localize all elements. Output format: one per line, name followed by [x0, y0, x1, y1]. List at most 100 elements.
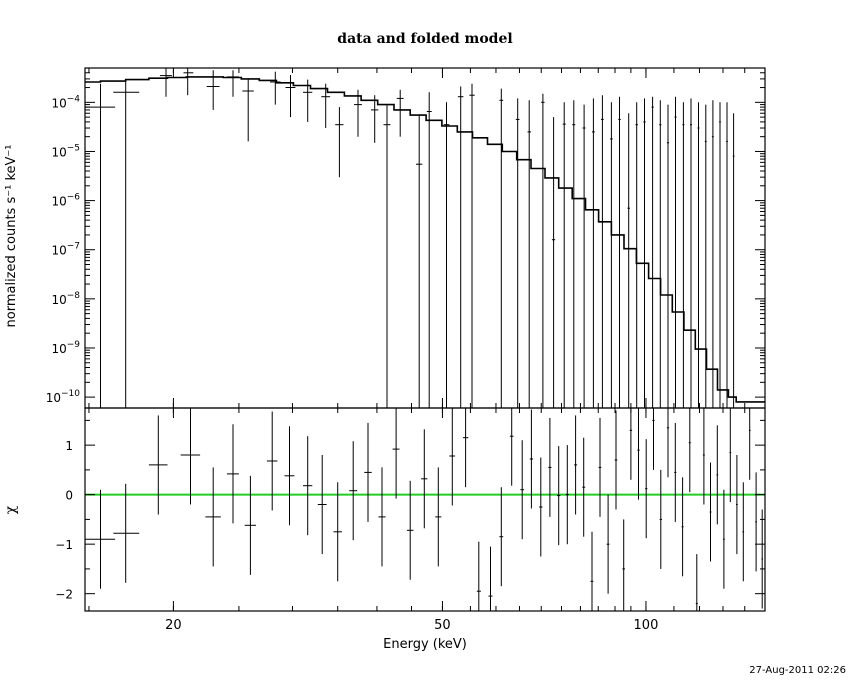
- residual-panel: −2 −1 0 1 20 50 100: [55, 407, 766, 633]
- spectrum-data-point: [674, 96, 677, 408]
- residual-point: [499, 487, 504, 587]
- residual-point: [205, 467, 221, 567]
- residual-point: [378, 467, 386, 567]
- spectrum-data-point: [610, 102, 613, 408]
- residual-point: [755, 472, 757, 572]
- x-tick-label: 100: [634, 618, 659, 633]
- residual-point: [716, 425, 719, 525]
- spectrum-data-point: [562, 102, 566, 408]
- residual-point: [421, 429, 428, 529]
- spectrum-data-point: [85, 83, 116, 408]
- model-step-line: [85, 76, 765, 403]
- y-tick-label: 10−6: [51, 193, 80, 209]
- x-tick-label: 20: [165, 618, 182, 633]
- residual-point: [659, 469, 662, 569]
- residual-point: [666, 408, 670, 478]
- spectrum-data-point: [371, 95, 379, 143]
- spectrum-data-point: [303, 79, 313, 122]
- x-axis-label: Energy (keV): [383, 637, 467, 652]
- residual-point: [303, 436, 313, 536]
- residual-point: [529, 409, 534, 509]
- spectrum-data-point: [113, 80, 140, 408]
- residual-point: [113, 483, 140, 583]
- residual-point: [748, 408, 751, 480]
- residual-point: [266, 411, 278, 511]
- residual-point: [406, 480, 414, 580]
- residual-point: [629, 408, 633, 480]
- spectrum-data-point: [206, 70, 220, 110]
- residual-point: [148, 415, 168, 515]
- spectrum-data-point: [335, 107, 344, 178]
- data-layer: [85, 68, 735, 408]
- spectrum-data-point: [582, 104, 586, 408]
- residual-point: [742, 482, 745, 582]
- residual-point: [226, 424, 239, 524]
- spectrum-data-point: [592, 98, 595, 408]
- residual-point: [582, 437, 586, 537]
- y-tick-label: 10−7: [51, 242, 80, 258]
- residual-point: [520, 440, 524, 540]
- top-axis-ticks: 10−4 10−5 10−6 10−7 10−8 10−9 10−10: [46, 67, 766, 408]
- residual-point: [509, 408, 514, 486]
- y-tick-label: 10−5: [51, 143, 80, 159]
- residual-point: [180, 408, 201, 505]
- bottom-y-axis-label: χ: [3, 505, 19, 514]
- residual-point: [488, 546, 493, 611]
- model-layer: [85, 76, 765, 403]
- residual-point: [85, 489, 116, 589]
- top-plot-frame: [84, 67, 766, 409]
- residual-point: [637, 408, 640, 500]
- spectrum-data-point: [321, 83, 331, 128]
- spectrum-data-point: [242, 78, 254, 142]
- y-tick-label: 10−4: [51, 94, 80, 110]
- y-tick-label: 10−9: [51, 340, 80, 356]
- spectrum-data-point: [732, 113, 735, 408]
- residual-point: [761, 509, 763, 609]
- spectrum-data-point: [726, 102, 728, 408]
- residual-point: [565, 445, 569, 545]
- spectrum-data-point: [383, 104, 391, 408]
- residual-point: [317, 455, 327, 555]
- residual-point: [723, 489, 725, 589]
- spectrum-data-point: [426, 92, 432, 408]
- bottom-axis-ticks: −2 −1 0 1 20 50 100: [55, 408, 766, 633]
- residual-point: [702, 408, 705, 505]
- spectrum-data-point: [285, 75, 296, 118]
- spectrum-panel: 10−4 10−5 10−6 10−7 10−8 10−9 10−10: [46, 67, 766, 409]
- residual-point: [709, 462, 712, 562]
- spectrum-data-point: [416, 115, 423, 408]
- timestamp: 27-Aug-2011 02:26: [749, 665, 846, 676]
- spectrum-data-point: [443, 102, 450, 408]
- residual-point: [590, 531, 594, 611]
- spectrum-data-point: [690, 98, 692, 408]
- residual-point: [695, 554, 698, 611]
- residual-point: [736, 455, 738, 555]
- spectrum-data-point: [659, 100, 662, 408]
- residual-point: [284, 426, 295, 526]
- spectrum-data-point: [651, 96, 654, 408]
- residual-point: [606, 494, 610, 594]
- spectrum-data-point: [541, 93, 545, 408]
- spectrum-data-point: [469, 83, 475, 408]
- residual-point: [729, 408, 732, 503]
- spectrum-data-point: [396, 89, 404, 137]
- y-tick-label: 10−10: [46, 389, 81, 405]
- spectrum-data-point: [719, 102, 721, 408]
- spectrum-data-point: [457, 86, 464, 408]
- spectrum-data-point: [618, 96, 621, 408]
- residual-point: [674, 422, 677, 522]
- residual-point: [364, 422, 372, 522]
- spectrum-data-point: [270, 71, 281, 105]
- spectrum-data-point: [572, 100, 576, 408]
- spectrum-data-point: [159, 68, 172, 97]
- residual-point: [652, 408, 655, 470]
- residual-y-tick-label: −1: [55, 538, 73, 552]
- residual-y-tick-label: 1: [65, 439, 73, 453]
- spectrum-data-point: [354, 89, 362, 137]
- spectrum-data-point: [226, 70, 239, 97]
- top-y-axis-label: normalized counts s⁻¹ keV⁻¹: [4, 145, 19, 328]
- spectrum-data-point: [627, 113, 630, 408]
- y-tick-label: 10−8: [51, 291, 80, 307]
- chart-title: data and folded model: [337, 31, 512, 47]
